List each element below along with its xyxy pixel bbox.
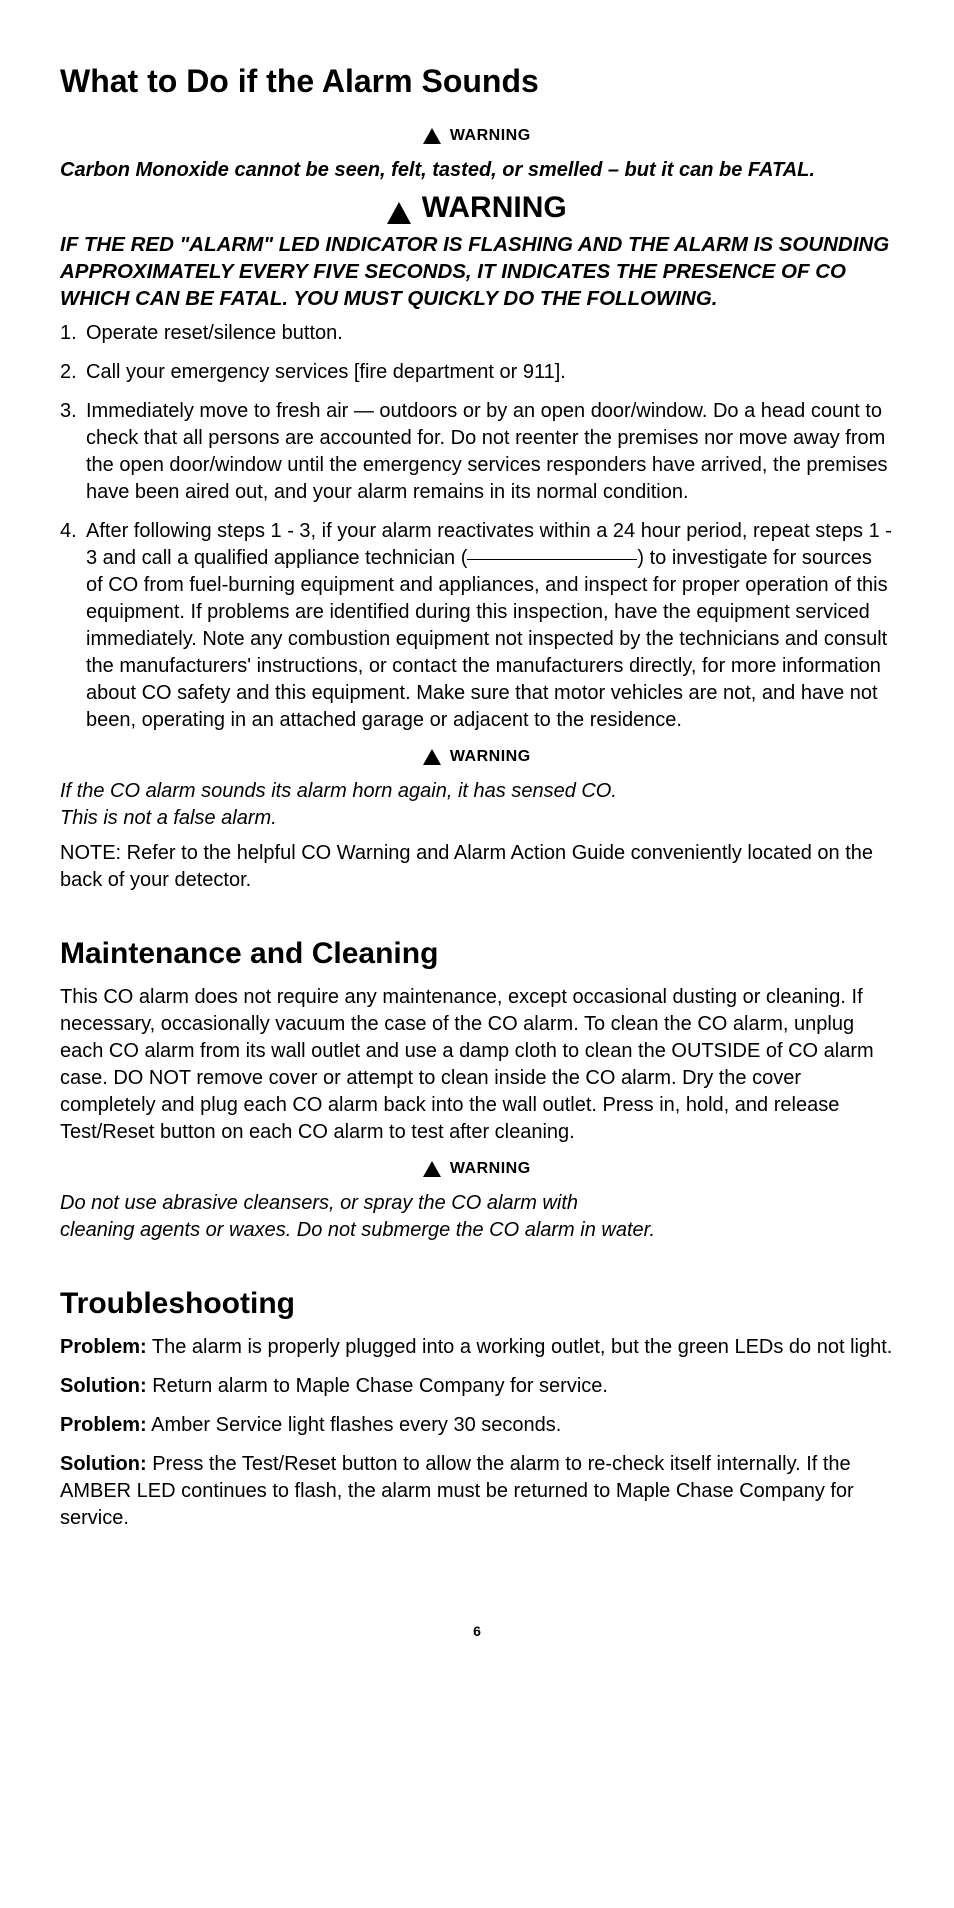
list-item: 3. Immediately move to fresh air — outdo… (60, 398, 894, 506)
italic-line-2: cleaning agents or waxes. Do not submerg… (60, 1219, 655, 1241)
list-text: Immediately move to fresh air — outdoors… (86, 400, 888, 503)
italic-warning-text: If the CO alarm sounds its alarm horn ag… (60, 778, 894, 832)
lead-text: Amber Service light flashes every 30 sec… (147, 1414, 562, 1436)
warning-triangle-icon (387, 202, 411, 224)
fill-in-blank (467, 559, 637, 560)
alarm-instructions-heading: IF THE RED "ALARM" LED INDICATOR IS FLAS… (60, 232, 894, 312)
warning-triangle-icon (423, 125, 441, 147)
section-title-maintenance: Maintenance and Cleaning (60, 934, 894, 975)
lead-text: Press the Test/Reset button to allow the… (60, 1453, 854, 1529)
warning-label: WARNING (450, 127, 531, 144)
list-item: 4. After following steps 1 - 3, if your … (60, 518, 894, 734)
lead-text: The alarm is properly plugged into a wor… (147, 1336, 893, 1358)
troubleshoot-item: Solution: Press the Test/Reset button to… (60, 1451, 894, 1532)
list-number: 2. (60, 359, 77, 386)
list-text: Operate reset/silence button. (86, 322, 343, 344)
warning-label-large: WARNING (422, 191, 567, 224)
warning-line-small-3: WARNING (60, 1158, 894, 1180)
warning-line-small-2: WARNING (60, 746, 894, 768)
warning-label: WARNING (450, 1160, 531, 1177)
troubleshoot-item: Solution: Return alarm to Maple Chase Co… (60, 1373, 894, 1400)
italic-line-1: If the CO alarm sounds its alarm horn ag… (60, 780, 617, 802)
warning-line-small-1: WARNING (60, 125, 894, 147)
italic-line-1: Do not use abrasive cleansers, or spray … (60, 1192, 578, 1214)
troubleshoot-item: Problem: The alarm is properly plugged i… (60, 1334, 894, 1361)
list-number: 1. (60, 320, 77, 347)
lead-label: Solution: (60, 1375, 147, 1397)
note-text: NOTE: Refer to the helpful CO Warning an… (60, 840, 894, 894)
lead-text: Return alarm to Maple Chase Company for … (147, 1375, 608, 1397)
lead-label: Solution: (60, 1453, 147, 1475)
troubleshoot-item: Problem: Amber Service light flashes eve… (60, 1412, 894, 1439)
warning-line-large: WARNING (60, 188, 894, 229)
list-text: Call your emergency services [fire depar… (86, 361, 566, 383)
list-number: 4. (60, 518, 77, 545)
page-number: 6 (60, 1622, 894, 1641)
warning-triangle-icon (423, 1158, 441, 1180)
lead-label: Problem: (60, 1336, 147, 1358)
list-text-part-b: ) to investigate for sources of CO from … (86, 547, 888, 731)
intro-warning-text: Carbon Monoxide cannot be seen, felt, ta… (60, 157, 894, 184)
italic-line-2: This is not a false alarm. (60, 807, 277, 829)
section-title-alarm: What to Do if the Alarm Sounds (60, 60, 894, 103)
list-item: 1. Operate reset/silence button. (60, 320, 894, 347)
warning-triangle-icon (423, 746, 441, 768)
lead-label: Problem: (60, 1414, 147, 1436)
section-title-troubleshooting: Troubleshooting (60, 1284, 894, 1325)
italic-warning-cleaning: Do not use abrasive cleansers, or spray … (60, 1190, 894, 1244)
list-item: 2. Call your emergency services [fire de… (60, 359, 894, 386)
list-number: 3. (60, 398, 77, 425)
warning-label: WARNING (450, 748, 531, 765)
steps-list: 1. Operate reset/silence button. 2. Call… (60, 320, 894, 734)
maintenance-body: This CO alarm does not require any maint… (60, 984, 894, 1146)
